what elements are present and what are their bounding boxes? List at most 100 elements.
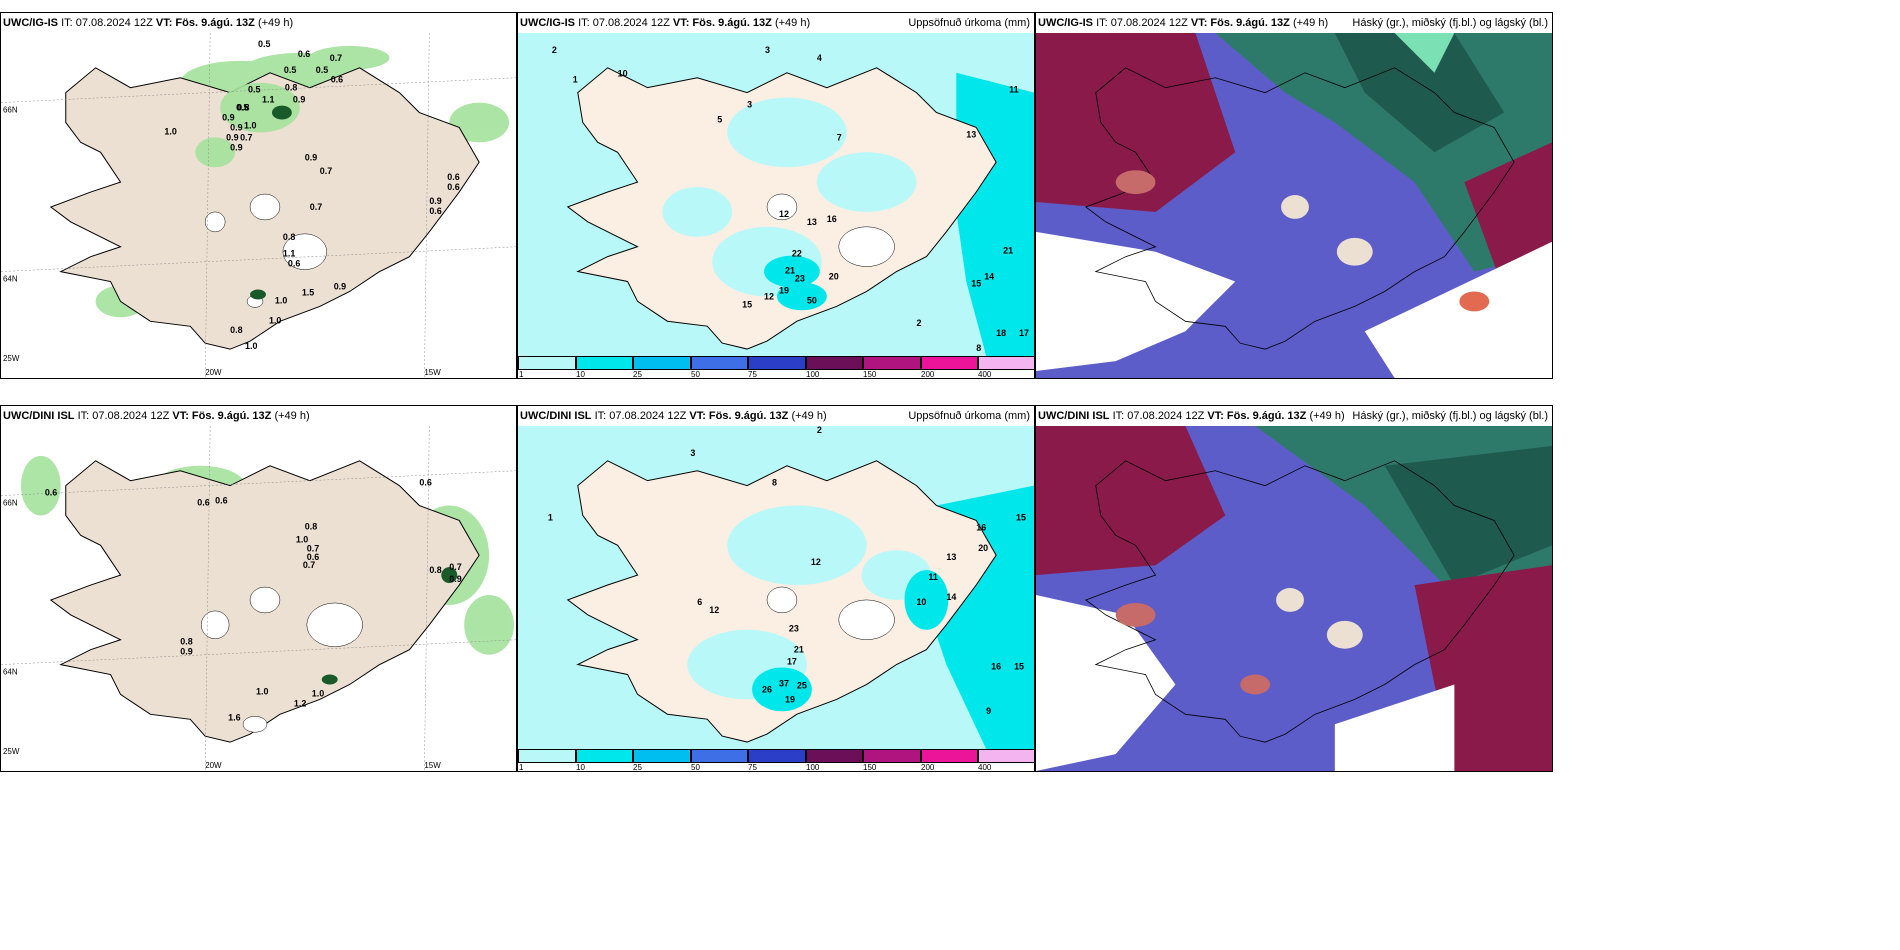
colorbar: 1 10 25 50 75 100 150 200 400 — [518, 356, 1034, 378]
colorbar-tick: 150 — [863, 370, 877, 379]
colorbar-swatch — [576, 749, 633, 763]
panel-header: UWC/IG-IS IT: 07.08.2024 12Z VT: Fös. 9.… — [520, 17, 1030, 29]
svg-text:66N: 66N — [3, 106, 18, 115]
svg-text:0.7: 0.7 — [310, 202, 322, 212]
svg-text:17: 17 — [1019, 328, 1029, 338]
svg-text:25W: 25W — [3, 747, 20, 756]
svg-text:0.6: 0.6 — [288, 259, 300, 269]
svg-text:0.8: 0.8 — [285, 83, 297, 93]
svg-text:21: 21 — [1003, 246, 1013, 256]
svg-text:1.0: 1.0 — [312, 688, 324, 698]
svg-text:6: 6 — [697, 597, 702, 607]
svg-text:15: 15 — [1016, 512, 1026, 522]
svg-text:1.0: 1.0 — [275, 295, 287, 305]
cloud-map — [1036, 33, 1552, 378]
colorbar-tick: 200 — [921, 370, 935, 379]
svg-text:0.9: 0.9 — [293, 95, 305, 105]
svg-text:0.7: 0.7 — [449, 562, 461, 572]
colorbar-tick: 100 — [806, 763, 820, 772]
svg-text:3: 3 — [747, 100, 752, 110]
svg-text:14: 14 — [984, 271, 994, 281]
colorbar-swatch — [921, 749, 978, 763]
svg-text:15W: 15W — [424, 761, 441, 770]
svg-text:15: 15 — [742, 299, 752, 309]
svg-text:50: 50 — [807, 295, 817, 305]
svg-text:25W: 25W — [3, 354, 20, 363]
svg-text:0.9: 0.9 — [334, 282, 346, 292]
svg-text:0.9: 0.9 — [230, 122, 242, 132]
svg-text:2: 2 — [552, 45, 557, 55]
svg-text:12: 12 — [764, 291, 774, 301]
svg-text:0.9: 0.9 — [180, 647, 192, 657]
colorbar-tick: 10 — [576, 763, 585, 772]
svg-text:2: 2 — [817, 426, 822, 435]
panel-dini-cloud: UWC/DINI ISL IT: 07.08.2024 12Z VT: Fös.… — [1035, 405, 1553, 772]
colorbar-swatch — [863, 749, 921, 763]
svg-text:0.5: 0.5 — [236, 103, 248, 113]
svg-text:0.9: 0.9 — [429, 196, 441, 206]
panel-header: UWC/IG-IS IT: 07.08.2024 12Z VT: Fös. 9.… — [3, 17, 294, 29]
svg-text:10: 10 — [618, 69, 628, 79]
colorbar-swatch — [576, 356, 633, 370]
colorbar-swatch — [518, 356, 576, 370]
svg-text:12: 12 — [779, 209, 789, 219]
svg-text:10: 10 — [916, 597, 926, 607]
panel-header: UWC/DINI ISL IT: 07.08.2024 12Z VT: Fös.… — [3, 410, 310, 422]
panel-ig-cloud: UWC/IG-IS IT: 07.08.2024 12Z VT: Fös. 9.… — [1035, 12, 1553, 379]
svg-text:13: 13 — [946, 552, 956, 562]
colorbar-tick: 25 — [633, 370, 642, 379]
svg-text:20W: 20W — [205, 761, 222, 770]
svg-text:4: 4 — [817, 53, 822, 63]
colorbar-swatch — [978, 749, 1034, 763]
svg-text:0.8: 0.8 — [305, 521, 317, 531]
svg-text:1: 1 — [573, 75, 578, 85]
colorbar-swatch — [748, 356, 806, 370]
svg-text:1.5: 1.5 — [302, 287, 314, 297]
svg-text:20: 20 — [829, 271, 839, 281]
svg-text:0.6: 0.6 — [298, 49, 310, 59]
svg-text:23: 23 — [789, 624, 799, 634]
svg-text:1: 1 — [548, 512, 553, 522]
colorbar-tick: 10 — [576, 370, 585, 379]
svg-text:20: 20 — [978, 543, 988, 553]
colorbar-tick: 1 — [519, 370, 524, 379]
panel-ig-wind: UWC/IG-IS IT: 07.08.2024 12Z VT: Fös. 9.… — [0, 12, 517, 379]
colorbar-tick: 400 — [978, 763, 992, 772]
svg-text:0.8: 0.8 — [180, 637, 192, 647]
svg-text:0.9: 0.9 — [230, 142, 242, 152]
colorbar-tick: 75 — [748, 370, 757, 379]
svg-text:19: 19 — [785, 694, 795, 704]
svg-text:21: 21 — [794, 645, 804, 655]
svg-text:0.8: 0.8 — [230, 325, 242, 335]
svg-text:0.5: 0.5 — [258, 39, 270, 49]
svg-text:3: 3 — [765, 45, 770, 55]
svg-text:0.5: 0.5 — [284, 65, 296, 75]
svg-text:15: 15 — [1014, 662, 1024, 672]
svg-text:64N: 64N — [3, 668, 18, 677]
colorbar-swatch — [978, 356, 1034, 370]
colorbar-tick: 50 — [691, 370, 700, 379]
wind-map: 66N 64N 25W 20W 15W 0.5 0.6 0.5 0.7 0.5 … — [1, 33, 516, 378]
colorbar-swatch — [518, 749, 576, 763]
svg-text:17: 17 — [787, 657, 797, 667]
svg-text:16: 16 — [991, 662, 1001, 672]
svg-text:1.1: 1.1 — [262, 95, 274, 105]
svg-text:8: 8 — [976, 343, 981, 353]
colorbar-swatch — [806, 749, 863, 763]
svg-text:0.7: 0.7 — [320, 166, 332, 176]
colorbar-swatch — [691, 356, 748, 370]
svg-text:0.9: 0.9 — [222, 113, 234, 123]
colorbar-tick: 75 — [748, 763, 757, 772]
svg-text:0.6: 0.6 — [419, 478, 431, 488]
colorbar-swatch — [633, 749, 691, 763]
svg-text:3: 3 — [690, 448, 695, 458]
svg-text:8: 8 — [772, 478, 777, 488]
svg-text:1.0: 1.0 — [269, 315, 281, 325]
colorbar-tick: 1 — [519, 763, 524, 772]
colorbar-swatch — [748, 749, 806, 763]
colorbar: 1 10 25 50 75 100 150 200 400 — [518, 749, 1034, 771]
svg-text:0.6: 0.6 — [307, 552, 319, 562]
svg-text:0.8: 0.8 — [283, 232, 295, 242]
svg-text:14: 14 — [946, 592, 956, 602]
svg-text:37: 37 — [779, 678, 789, 688]
